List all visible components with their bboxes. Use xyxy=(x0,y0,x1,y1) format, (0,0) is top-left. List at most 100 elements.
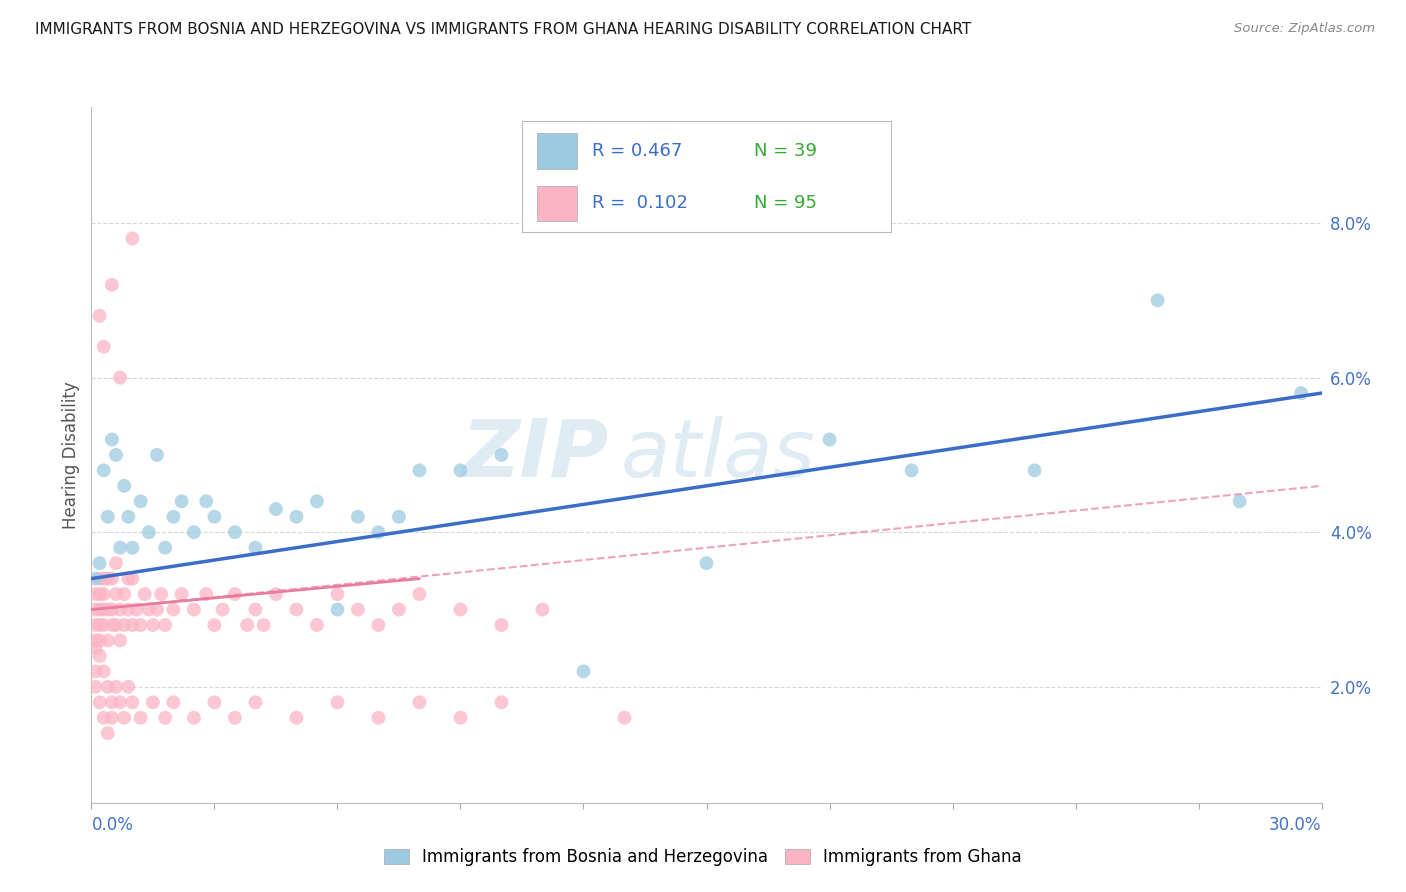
Point xyxy=(134,587,156,601)
Point xyxy=(84,587,107,601)
Point xyxy=(84,602,107,616)
Point xyxy=(408,463,430,477)
Point xyxy=(89,695,111,709)
Point xyxy=(326,695,349,709)
Point xyxy=(153,711,177,725)
Point xyxy=(183,602,205,616)
Point xyxy=(84,618,107,632)
Point xyxy=(245,541,267,555)
Point xyxy=(89,556,111,570)
Point xyxy=(89,633,111,648)
Point xyxy=(449,711,471,725)
Point xyxy=(101,711,124,725)
Point xyxy=(491,618,513,632)
Point xyxy=(142,695,165,709)
Point xyxy=(1024,463,1046,477)
Point xyxy=(121,618,143,632)
Point xyxy=(89,572,111,586)
Point xyxy=(117,572,139,586)
Text: 30.0%: 30.0% xyxy=(1270,816,1322,834)
Point xyxy=(97,572,120,586)
Point xyxy=(245,695,267,709)
Point xyxy=(695,556,717,570)
Text: Source: ZipAtlas.com: Source: ZipAtlas.com xyxy=(1234,22,1375,36)
Point xyxy=(97,633,120,648)
Point xyxy=(84,680,107,694)
Point xyxy=(285,711,308,725)
Point xyxy=(224,587,246,601)
Point xyxy=(142,618,165,632)
Point xyxy=(146,448,169,462)
Y-axis label: Hearing Disability: Hearing Disability xyxy=(62,381,80,529)
Point xyxy=(388,509,411,524)
Point xyxy=(170,587,193,601)
Point xyxy=(285,602,308,616)
Point xyxy=(326,587,349,601)
Point xyxy=(183,525,205,540)
Point xyxy=(347,602,370,616)
Point xyxy=(89,648,111,663)
Legend: Immigrants from Bosnia and Herzegovina, Immigrants from Ghana: Immigrants from Bosnia and Herzegovina, … xyxy=(375,840,1031,875)
Point xyxy=(305,618,328,632)
Point xyxy=(101,277,124,292)
Point xyxy=(89,309,111,323)
Point xyxy=(1229,494,1251,508)
Point xyxy=(101,433,124,447)
Point xyxy=(112,711,135,725)
Point xyxy=(101,618,124,632)
Point xyxy=(121,572,143,586)
Point xyxy=(117,509,139,524)
Point xyxy=(89,587,111,601)
Point xyxy=(531,602,554,616)
Point xyxy=(105,448,127,462)
Point xyxy=(117,680,139,694)
Point xyxy=(195,494,218,508)
Point xyxy=(285,509,308,524)
Point xyxy=(224,525,246,540)
Point xyxy=(253,618,276,632)
Point xyxy=(367,711,389,725)
Point xyxy=(195,587,218,601)
Point xyxy=(108,633,131,648)
Point xyxy=(162,602,184,616)
Point xyxy=(153,541,177,555)
Point xyxy=(388,602,411,616)
Point xyxy=(162,695,184,709)
Point xyxy=(97,602,120,616)
Point xyxy=(367,618,389,632)
Point xyxy=(153,618,177,632)
Point xyxy=(117,602,139,616)
Point xyxy=(183,711,205,725)
Point xyxy=(93,602,115,616)
Point xyxy=(491,448,513,462)
Text: atlas: atlas xyxy=(620,416,815,494)
Point xyxy=(305,494,328,508)
Point xyxy=(105,680,127,694)
Point xyxy=(121,541,143,555)
Point xyxy=(84,633,107,648)
Point xyxy=(93,665,115,679)
Point xyxy=(150,587,173,601)
Point xyxy=(613,711,636,725)
Point xyxy=(326,602,349,616)
Text: IMMIGRANTS FROM BOSNIA AND HERZEGOVINA VS IMMIGRANTS FROM GHANA HEARING DISABILI: IMMIGRANTS FROM BOSNIA AND HERZEGOVINA V… xyxy=(35,22,972,37)
Point xyxy=(449,602,471,616)
Point xyxy=(84,641,107,656)
Point xyxy=(408,587,430,601)
Point xyxy=(1146,293,1168,308)
Point xyxy=(408,695,430,709)
Point xyxy=(224,711,246,725)
Point xyxy=(112,618,135,632)
Point xyxy=(93,587,115,601)
Point xyxy=(449,463,471,477)
Point xyxy=(97,509,120,524)
Point xyxy=(105,556,127,570)
Point xyxy=(108,695,131,709)
Point xyxy=(236,618,259,632)
Point xyxy=(367,525,389,540)
Point xyxy=(93,618,115,632)
Point xyxy=(97,680,120,694)
Point xyxy=(105,618,127,632)
Point xyxy=(138,525,160,540)
Point xyxy=(84,572,107,586)
